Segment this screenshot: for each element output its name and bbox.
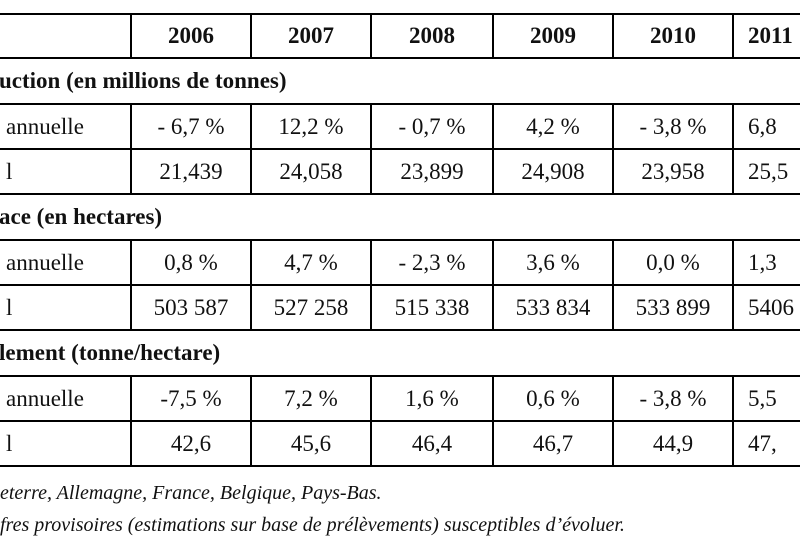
data-cell: 6,8 (732, 103, 800, 150)
data-cell: 4,7 % (250, 239, 372, 286)
section-title: lement (tonne/hectare) (0, 329, 800, 377)
data-cell: 24,058 (250, 148, 372, 195)
header-cell (0, 13, 132, 59)
row-label: annuelle (0, 103, 132, 150)
row-label: l (0, 284, 132, 331)
section-row: ace (en hectares) (0, 193, 800, 241)
section-title: ace (en hectares) (0, 193, 800, 241)
data-cell: 3,6 % (492, 239, 614, 286)
data-row: annuelle -7,5 % 7,2 % 1,6 % 0,6 % - 3,8 % 5,5 (0, 375, 800, 422)
data-cell: 0,6 % (492, 375, 614, 422)
year-header: 2007 (250, 13, 372, 59)
data-cell: 44,9 (612, 420, 734, 467)
data-cell: 5,5 (732, 375, 800, 422)
data-cell: -7,5 % (130, 375, 252, 422)
data-row: annuelle - 6,7 % 12,2 % - 0,7 % 4,2 % - 3,8 %… (0, 103, 800, 150)
year-header: 2010 (612, 13, 734, 59)
data-cell: 7,2 % (250, 375, 372, 422)
row-label: annuelle (0, 239, 132, 286)
data-cell: 5406 (732, 284, 800, 331)
data-cell: 45,6 (250, 420, 372, 467)
data-cell: - 6,7 % (130, 103, 252, 150)
section-row: lement (tonne/hectare) (0, 329, 800, 377)
data-cell: 533 899 (612, 284, 734, 331)
row-label: l (0, 148, 132, 195)
data-cell: 12,2 % (250, 103, 372, 150)
year-header: 2011 (732, 13, 800, 59)
data-cell: 527 258 (250, 284, 372, 331)
data-cell: - 3,8 % (612, 103, 734, 150)
data-cell: 4,2 % (492, 103, 614, 150)
data-row: l 503 587 527 258 515 338 533 834 533 899 5406 (0, 284, 800, 331)
data-cell: - 3,8 % (612, 375, 734, 422)
year-header: 2006 (130, 13, 252, 59)
data-cell: 1,3 (732, 239, 800, 286)
data-row: l 42,6 45,6 46,4 46,7 44,9 47, (0, 420, 800, 467)
section-row: uction (en millions de tonnes) (0, 57, 800, 105)
footnote: fres provisoires (estimations sur base d… (0, 514, 625, 536)
footnote: eterre, Allemagne, France, Belgique, Pay… (0, 482, 382, 504)
data-cell: 25,5 (732, 148, 800, 195)
data-cell: 23,958 (612, 148, 734, 195)
data-cell: - 0,7 % (370, 103, 494, 150)
data-row: l 21,439 24,058 23,899 24,908 23,958 25,5 (0, 148, 800, 195)
data-cell: 0,0 % (612, 239, 734, 286)
data-cell: 1,6 % (370, 375, 494, 422)
header-row: 2006 2007 2008 2009 2010 2011 (0, 13, 800, 59)
data-cell: 46,7 (492, 420, 614, 467)
data-cell: 42,6 (130, 420, 252, 467)
data-cell: - 2,3 % (370, 239, 494, 286)
data-cell: 21,439 (130, 148, 252, 195)
row-label: l (0, 420, 132, 467)
section-title: uction (en millions de tonnes) (0, 57, 800, 105)
year-header: 2009 (492, 13, 614, 59)
data-cell: 46,4 (370, 420, 494, 467)
data-table: 2006 2007 2008 2009 2010 2011 uction (en milli… (0, 13, 800, 467)
data-cell: 503 587 (130, 284, 252, 331)
row-label: annuelle (0, 375, 132, 422)
data-cell: 0,8 % (130, 239, 252, 286)
data-row: annuelle 0,8 % 4,7 % - 2,3 % 3,6 % 0,0 % 1,3 (0, 239, 800, 286)
data-cell: 24,908 (492, 148, 614, 195)
year-header: 2008 (370, 13, 494, 59)
data-cell: 47, (732, 420, 800, 467)
data-cell: 533 834 (492, 284, 614, 331)
data-cell: 23,899 (370, 148, 494, 195)
data-cell: 515 338 (370, 284, 494, 331)
